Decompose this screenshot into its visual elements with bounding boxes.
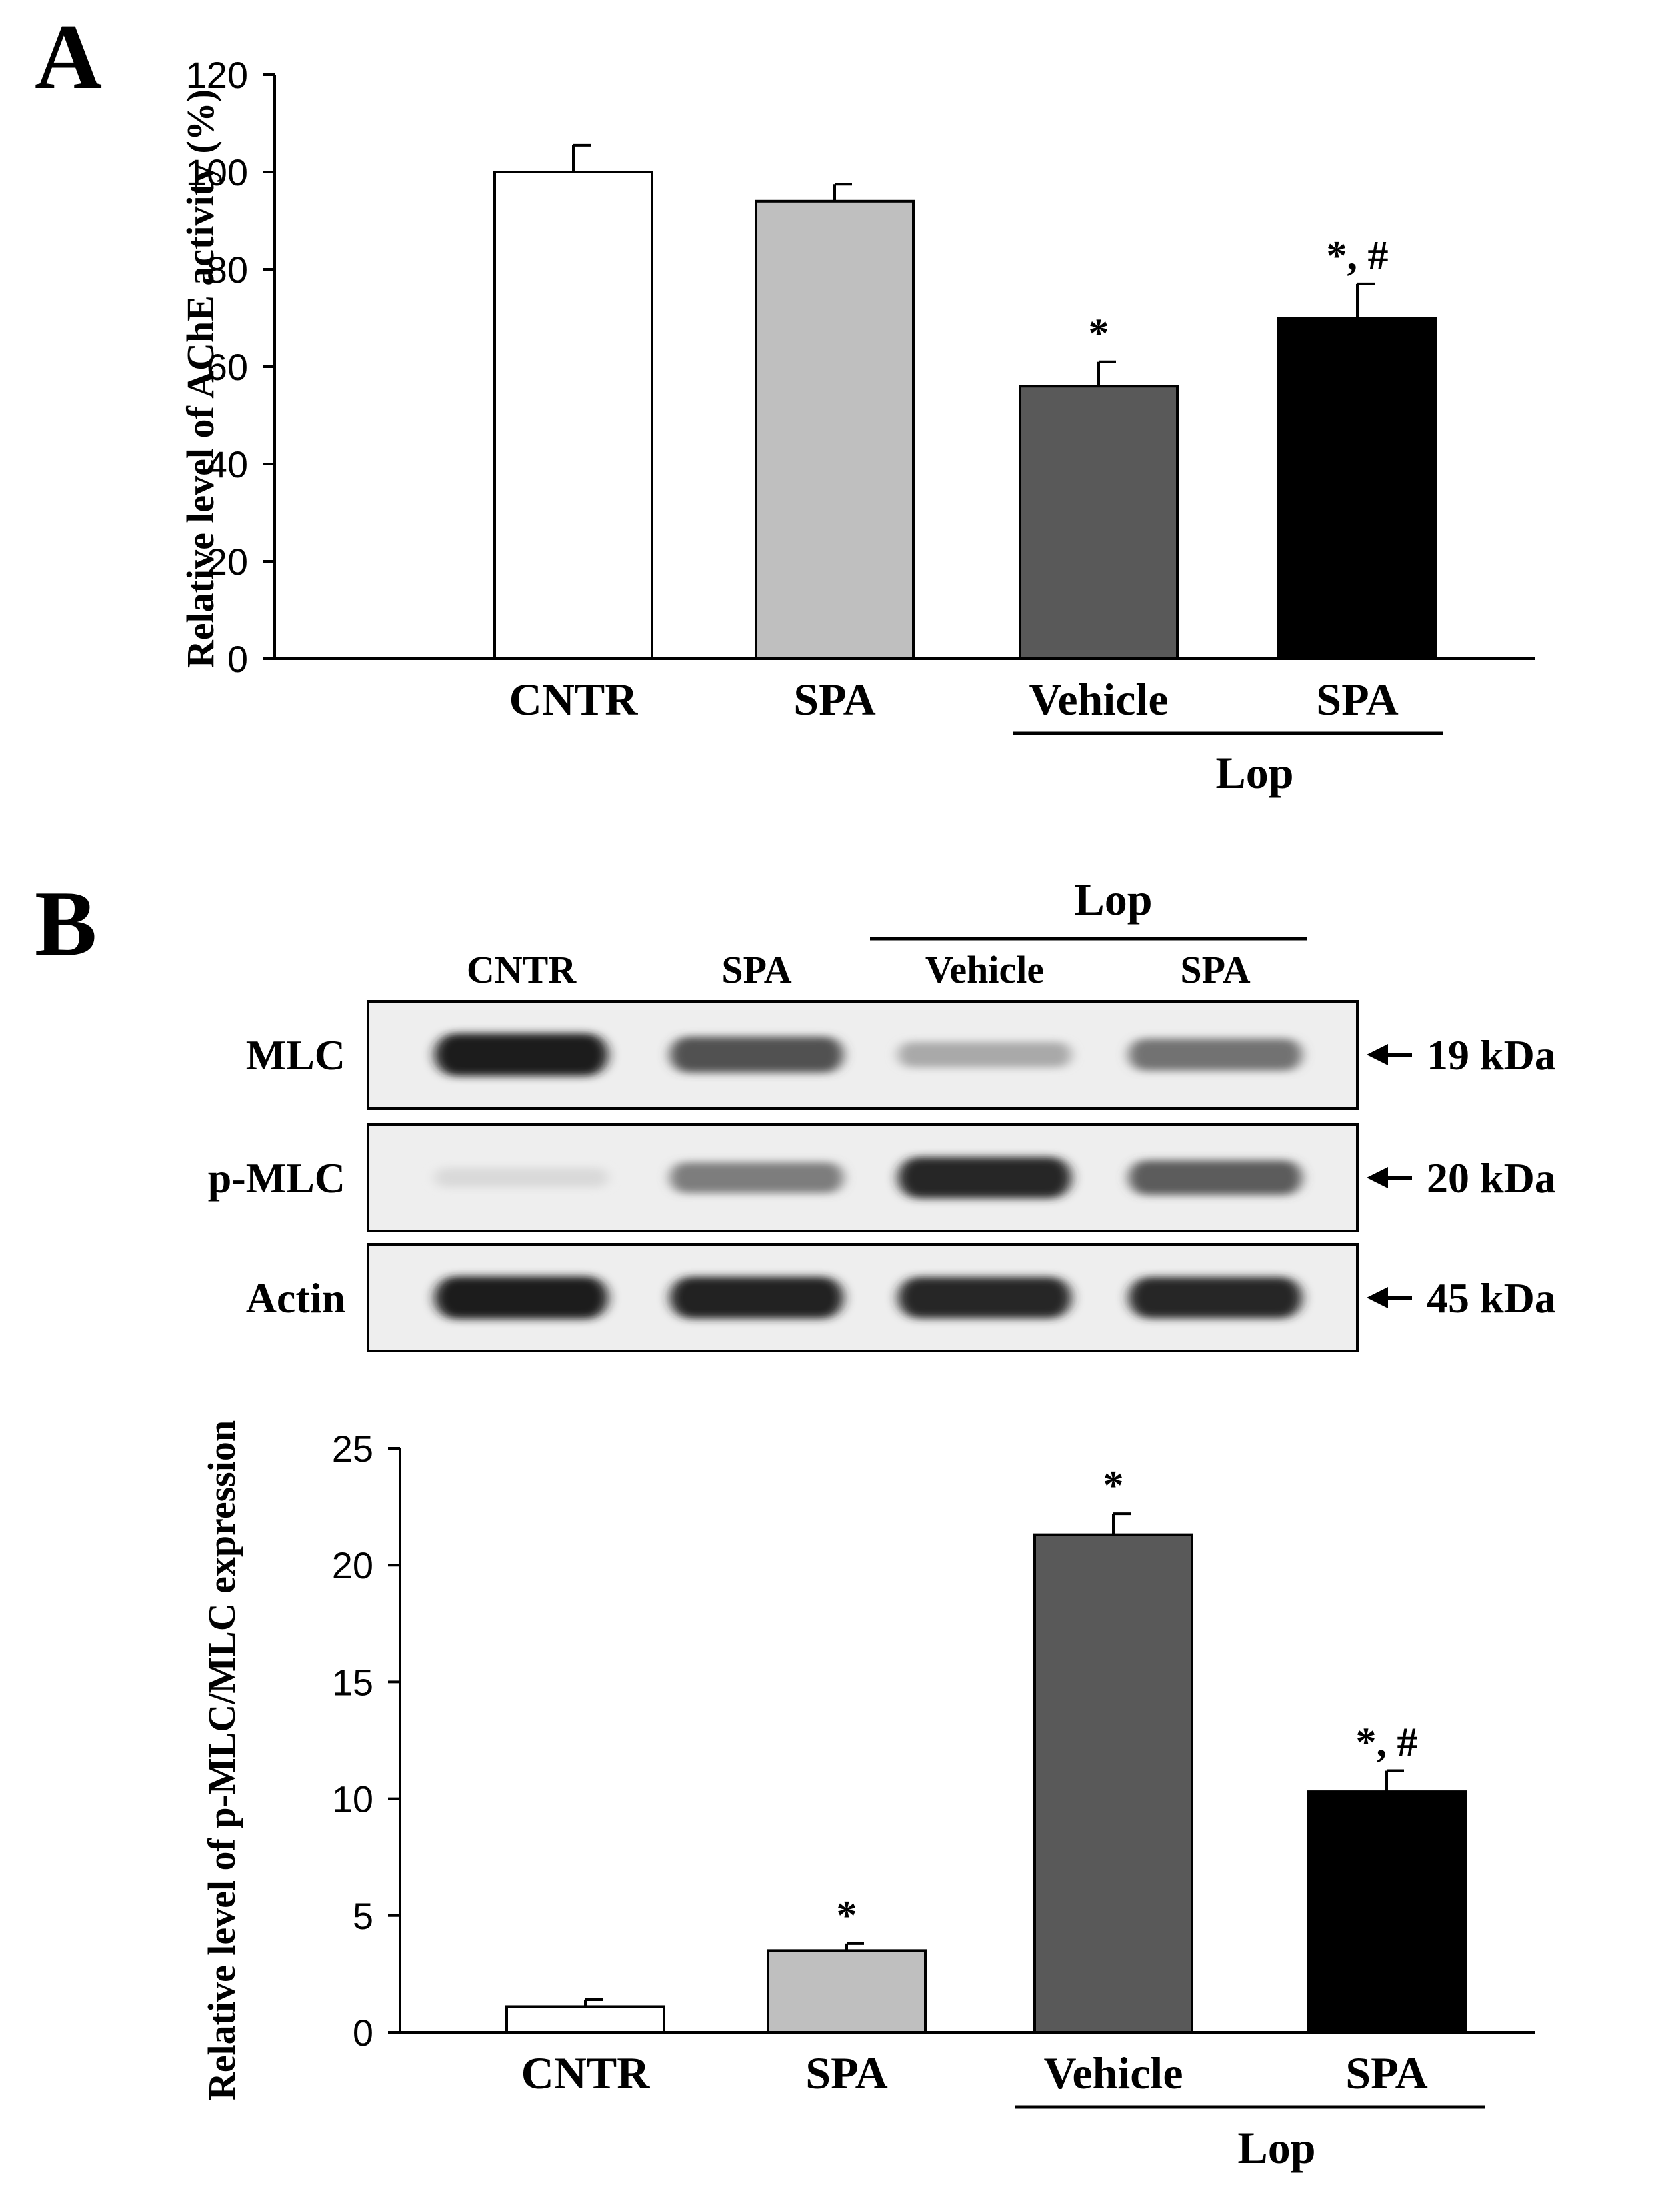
blot-lane-label: Vehicle: [925, 948, 1044, 991]
b-group-label: Lop: [1237, 2122, 1315, 2173]
b-category-label: Vehicle: [1043, 2048, 1183, 2098]
panel-a-y-axis-label: Relative level of AChE activity (%): [179, 89, 222, 668]
blot-band: [670, 1276, 843, 1319]
b-y-tick-label: 25: [332, 1428, 373, 1470]
blot-band: [898, 1157, 1071, 1198]
blot-band: [1129, 1277, 1302, 1318]
blot-arrow-head-icon: [1367, 1287, 1388, 1308]
a-category-label: SPA: [1316, 674, 1398, 725]
a-y-tick-label: 60: [207, 346, 248, 388]
a-significance-label: *: [1089, 311, 1109, 357]
b-y-tick-label: 0: [353, 2012, 373, 2054]
a-y-tick-label: 80: [207, 249, 248, 291]
blot-band: [435, 1276, 608, 1319]
blot-lane-label: CNTR: [467, 948, 577, 991]
blot-row-label: MLC: [246, 1031, 345, 1079]
panel-b-letter: B: [35, 872, 97, 975]
blot-lane-label: SPA: [1180, 948, 1250, 991]
a-bar: [1277, 317, 1437, 660]
blot-row-label: Actin: [246, 1274, 345, 1322]
b-significance-label: *: [1103, 1463, 1124, 1508]
a-bar: [1019, 385, 1179, 660]
blot-band: [898, 1277, 1071, 1318]
blot-band: [670, 1162, 843, 1193]
blot-band: [1129, 1160, 1302, 1195]
blot-band: [435, 1168, 608, 1188]
panel-a-bar-chart: 0 20 40 60 80 100 120 * *, # Relative level of …: [179, 54, 1535, 798]
a-group-label: Lop: [1215, 747, 1293, 798]
b-y-tick-label: 20: [332, 1544, 373, 1586]
blot-band: [1129, 1039, 1302, 1071]
blot-size-label: 20 kDa: [1427, 1154, 1556, 1202]
blot-band: [435, 1033, 608, 1076]
b-y-tick-label: 5: [353, 1895, 373, 1937]
b-y-tick-label: 15: [332, 1661, 373, 1703]
b-bar: [1307, 1790, 1467, 2034]
a-y-tick-label: 120: [186, 54, 248, 96]
panel-a-letter: A: [35, 5, 102, 109]
a-significance-label: *, #: [1327, 233, 1389, 279]
b-category-label: CNTR: [521, 2048, 651, 2098]
a-y-tick-label: 100: [186, 151, 248, 193]
a-bar: [755, 199, 915, 660]
b-bar: [767, 1949, 927, 2034]
a-y-tick-label: 20: [207, 541, 248, 583]
b-y-tick-label: 10: [332, 1778, 373, 1820]
blot-group-label: Lop: [1074, 874, 1152, 925]
western-blot: Lop CNTR SPA Vehicle SPA MLC 19 kDa p-MLC 20 k…: [208, 874, 1556, 1352]
b-bar: [1033, 1533, 1193, 2034]
a-bar: [493, 171, 653, 660]
a-category-label: Vehicle: [1029, 674, 1168, 725]
blot-band: [898, 1042, 1071, 1067]
a-category-label: SPA: [793, 674, 875, 725]
a-category-label: CNTR: [509, 674, 639, 725]
blot-lane-label: SPA: [721, 948, 791, 991]
b-category-label: SPA: [805, 2048, 887, 2098]
panel-b-bar-chart: 0 5 10 15 20 25 * * *, # Relative level of p-ML…: [200, 1420, 1535, 2173]
panel-b-y-axis-label: Relative level of p-MLC/MLC expression: [200, 1420, 243, 2100]
blot-size-label: 19 kDa: [1427, 1031, 1556, 1079]
b-bar: [505, 2005, 665, 2034]
b-significance-label: *, #: [1356, 1720, 1418, 1766]
b-significance-label: *: [837, 1893, 857, 1938]
blot-arrow-head-icon: [1367, 1167, 1388, 1188]
a-y-tick-label: 0: [227, 638, 248, 680]
blot-band: [670, 1037, 843, 1073]
b-category-label: SPA: [1345, 2048, 1427, 2098]
blot-arrow-head-icon: [1367, 1044, 1388, 1065]
blot-row-label: p-MLC: [208, 1154, 345, 1202]
blot-size-label: 45 kDa: [1427, 1274, 1556, 1322]
a-y-tick-label: 40: [207, 443, 248, 485]
